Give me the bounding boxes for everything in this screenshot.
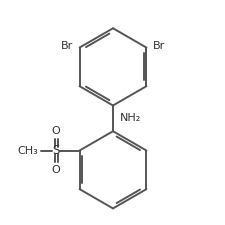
Text: S: S <box>52 144 60 157</box>
Text: Br: Br <box>61 41 73 51</box>
Text: NH₂: NH₂ <box>119 113 140 123</box>
Text: O: O <box>52 126 60 135</box>
Text: CH₃: CH₃ <box>18 146 38 155</box>
Text: O: O <box>52 166 60 176</box>
Text: Br: Br <box>152 41 164 51</box>
